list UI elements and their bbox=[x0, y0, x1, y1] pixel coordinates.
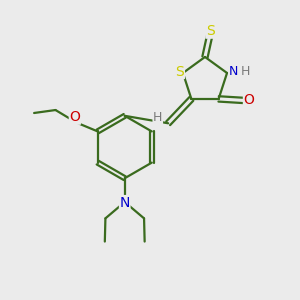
Text: O: O bbox=[69, 110, 80, 124]
Text: H: H bbox=[241, 65, 250, 78]
Text: S: S bbox=[176, 64, 184, 79]
Text: O: O bbox=[244, 93, 254, 107]
Text: H: H bbox=[153, 111, 163, 124]
Text: S: S bbox=[206, 24, 215, 38]
Text: N: N bbox=[119, 196, 130, 210]
Text: N: N bbox=[229, 65, 238, 78]
